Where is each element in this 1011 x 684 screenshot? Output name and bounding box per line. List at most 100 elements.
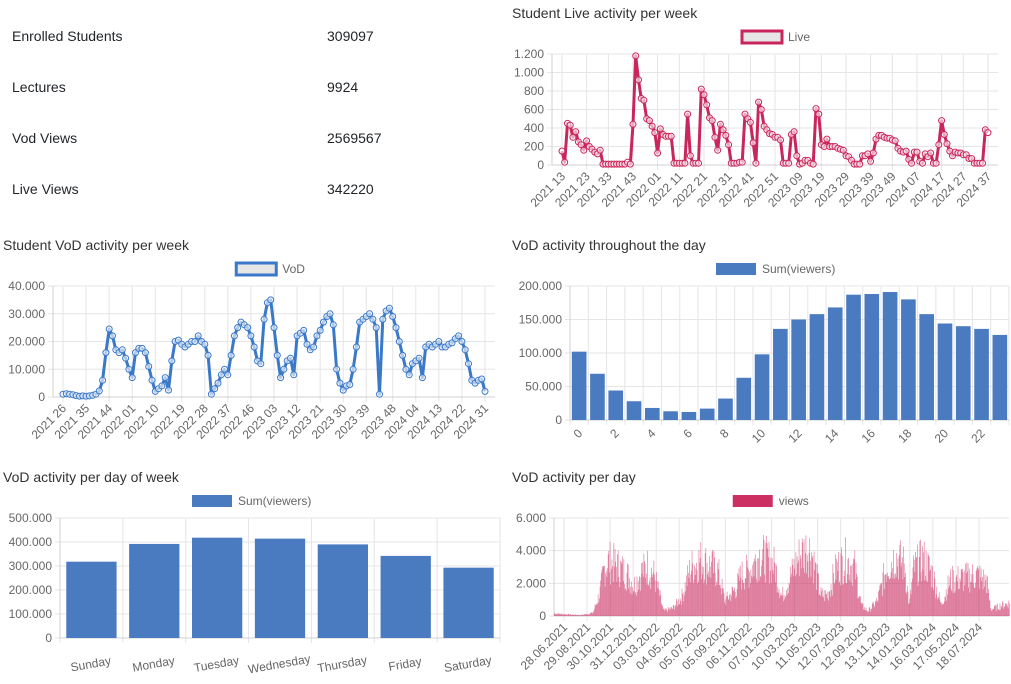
day-bar [955,591,956,616]
day-bar [854,551,855,616]
day-bar [588,614,589,616]
day-bar [961,569,962,616]
day-bar [590,613,591,616]
day-bar [942,604,943,616]
day-bar [733,591,734,616]
data-point [570,134,576,140]
data-point [403,366,409,372]
day-bar [820,596,821,616]
day-bar [557,614,558,616]
day-bar [953,570,954,616]
day-bar [719,585,720,616]
day-bar [596,604,597,616]
day-bar [561,614,562,617]
data-point [747,119,753,125]
day-bar [815,562,816,616]
day-bar [818,573,819,616]
day-bar [594,609,595,616]
day-bar [896,577,897,616]
day-bar [784,599,785,616]
data-point [685,111,691,117]
day-bar [816,590,817,616]
x-tick-label: Friday [387,654,422,674]
day-bar [819,594,820,616]
x-tick-label: 22 [968,426,988,446]
day-bar [560,614,561,616]
day-bar [946,601,947,616]
day-bar [725,599,726,616]
day-bar [792,565,793,616]
day-bar [578,615,579,616]
day-bar [766,543,767,616]
data-point [936,142,942,148]
data-point [169,358,175,364]
day-bar [1007,606,1008,616]
day-bar [558,613,559,616]
day-bar [996,605,997,616]
day-bar [875,601,876,616]
x-tick-label: 20 [932,426,952,446]
day-bar [944,602,945,616]
day-bar [669,608,670,616]
day-bar [566,614,567,616]
day-bar [878,592,879,616]
data-point [657,126,663,132]
day-bar [955,582,956,616]
data-point [96,388,102,394]
day-bar [587,614,588,616]
day-bar [853,559,854,617]
data-point [327,311,333,317]
day-bar [903,579,904,616]
day-bar [779,598,780,616]
day-bar [679,605,680,616]
day-bar [966,562,967,616]
day-bar [568,614,569,616]
bar [718,399,733,420]
data-point [321,319,327,325]
day-bar [608,554,609,616]
data-point [941,132,947,138]
data-point [103,350,109,356]
day-bar [911,582,912,616]
day-bar [846,583,847,616]
day-bar [825,590,826,616]
day-bar [582,614,583,616]
day-bar [947,594,948,616]
day-bar [637,592,638,616]
day-bar [715,586,716,616]
data-point [646,118,652,124]
day-bar [707,574,708,616]
day-bar [607,577,608,616]
day-bar [751,576,752,616]
day-bar [559,614,560,616]
day-bar [704,580,705,617]
day-bar [823,597,824,616]
data-point [865,151,871,157]
day-bar [951,591,952,616]
y-tick-label: 500.000 [9,511,53,525]
day-bar [841,547,842,616]
day-bar [856,563,857,617]
data-point [149,377,155,383]
day-bar [899,545,900,616]
y-tick-label: 30.000 [8,307,45,321]
day-bar [788,593,789,616]
day-bar [981,581,982,616]
day-bar [567,615,568,616]
day-bar [692,564,693,617]
day-bar [861,603,862,617]
day-bar [904,564,905,617]
day-bar [814,552,815,617]
day-bar [730,594,731,616]
bar [736,378,751,420]
data-point [456,333,462,339]
day-bar [702,574,703,616]
day-bar [882,596,883,616]
bar [993,335,1008,420]
day-bar [916,557,917,616]
day-bar [705,548,706,616]
bar [773,329,788,420]
day-bar [975,583,976,616]
y-tick-label: 150.000 [519,313,563,327]
day-bar [677,606,678,616]
